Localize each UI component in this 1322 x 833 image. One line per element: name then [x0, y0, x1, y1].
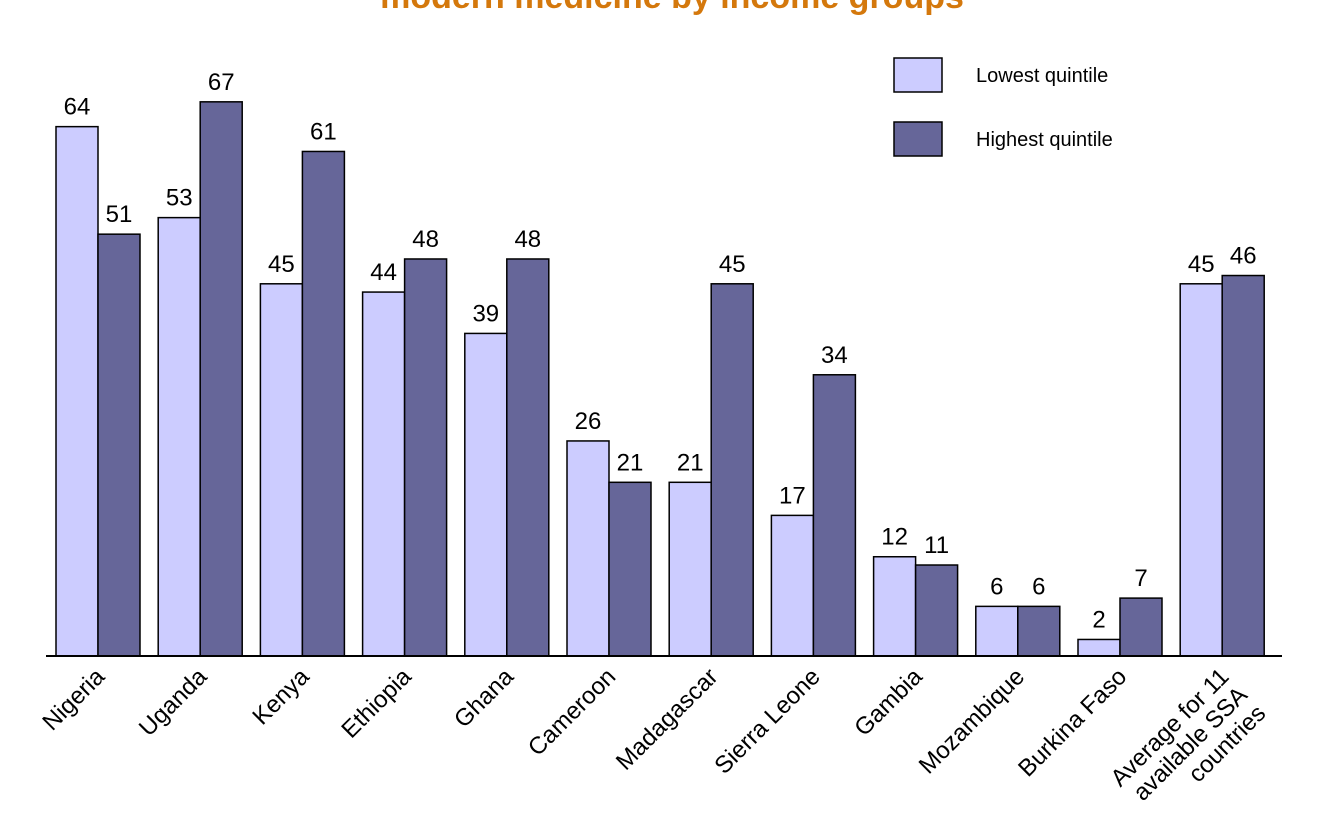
bar-lowest-8 [872, 555, 917, 657]
category-label-line: Madagascar [611, 663, 723, 775]
bar-lowest-0 [55, 125, 99, 657]
category-label-line: Gambia [849, 663, 928, 742]
bar-lowest-6 [668, 481, 712, 657]
legend: Lowest quintile Highest quintile [893, 57, 1113, 157]
value-label-lowest-9: 6 [990, 573, 1003, 600]
value-label-highest-5: 21 [617, 449, 644, 476]
bar-lowest-2 [259, 283, 304, 657]
bar-highest-9 [1017, 605, 1061, 657]
category-label-5: Cameroon [523, 663, 621, 761]
category-label-1: Uganda [134, 663, 213, 742]
bar-lowest-10 [1077, 638, 1121, 657]
bar-lowest-5 [566, 440, 610, 657]
category-label-2: Kenya [247, 663, 315, 731]
value-label-highest-0: 51 [106, 201, 133, 228]
value-label-highest-3: 48 [412, 226, 439, 253]
category-label-3: Ethiopia [336, 663, 417, 744]
category-labels-group: Nigeria Uganda Kenya Ethiopia Ghana CameroonM… [37, 663, 1272, 829]
category-label-4: Ghana [449, 663, 520, 734]
bar-highest-5 [608, 481, 652, 657]
bar-lowest-4 [464, 332, 508, 657]
bars-group [55, 101, 1265, 657]
value-label-lowest-7: 17 [779, 482, 806, 509]
category-label-8: Gambia [849, 663, 928, 742]
category-label-line: Ethiopia [336, 663, 417, 744]
bar-highest-3 [403, 258, 448, 657]
category-label-line: Ghana [449, 663, 520, 734]
value-label-highest-9: 6 [1032, 573, 1045, 600]
bar-highest-6 [710, 283, 754, 657]
category-label-line: Uganda [134, 663, 213, 742]
value-label-lowest-11: 45 [1188, 251, 1215, 278]
bar-highest-7 [812, 374, 857, 657]
category-label-11: Average for 11available SSAcountries [1106, 663, 1272, 829]
value-label-lowest-4: 39 [472, 300, 499, 327]
category-label-7: Sierra Leone [709, 663, 825, 779]
value-label-highest-7: 34 [821, 342, 848, 369]
category-label-6: Madagascar [611, 663, 723, 775]
chart-title: modern medicine by income groups [380, 0, 964, 16]
legend-swatch-lowest [893, 57, 943, 93]
bar-highest-1 [199, 101, 243, 657]
bar-lowest-3 [361, 291, 406, 657]
bar-highest-11 [1221, 274, 1265, 657]
category-label-line: Nigeria [37, 663, 110, 736]
value-label-lowest-10: 2 [1092, 606, 1105, 633]
bar-lowest-7 [770, 514, 815, 657]
value-label-lowest-8: 12 [881, 524, 908, 551]
bar-lowest-9 [975, 605, 1019, 657]
category-label-line: Mozambique [914, 663, 1030, 779]
value-label-highest-10: 7 [1134, 565, 1147, 592]
bar-lowest-11 [1179, 283, 1223, 657]
value-label-highest-8: 11 [924, 532, 949, 559]
value-label-lowest-0: 64 [64, 94, 91, 121]
category-label-line: Sierra Leone [709, 663, 825, 779]
bar-lowest-1 [157, 216, 201, 657]
value-label-lowest-1: 53 [166, 185, 193, 212]
bar-highest-2 [301, 150, 346, 657]
value-labels-group: 64 51 53 67 45 61 44 48 39 48 26 21 21 45 17 34 12 11 6 6 2 7… [64, 69, 1257, 634]
bar-highest-8 [914, 564, 959, 657]
category-label-9: Mozambique [914, 663, 1030, 779]
legend-label-highest: Highest quintile [976, 129, 1113, 151]
value-label-lowest-2: 45 [268, 251, 295, 278]
bar-highest-0 [97, 233, 141, 657]
value-label-lowest-5: 26 [575, 408, 602, 435]
value-label-lowest-3: 44 [370, 259, 397, 286]
value-label-highest-1: 67 [208, 69, 235, 96]
category-label-line: Cameroon [523, 663, 621, 761]
value-label-highest-4: 48 [514, 226, 541, 253]
value-label-highest-11: 46 [1230, 243, 1257, 270]
value-label-highest-2: 61 [310, 118, 337, 145]
value-label-lowest-6: 21 [677, 449, 704, 476]
legend-swatch-highest [893, 121, 943, 157]
category-label-line: Kenya [247, 663, 315, 731]
bar-highest-10 [1119, 597, 1163, 657]
bar-highest-4 [506, 258, 550, 657]
value-label-highest-6: 45 [719, 251, 746, 278]
category-label-0: Nigeria [37, 663, 110, 736]
legend-label-lowest: Lowest quintile [976, 65, 1108, 87]
